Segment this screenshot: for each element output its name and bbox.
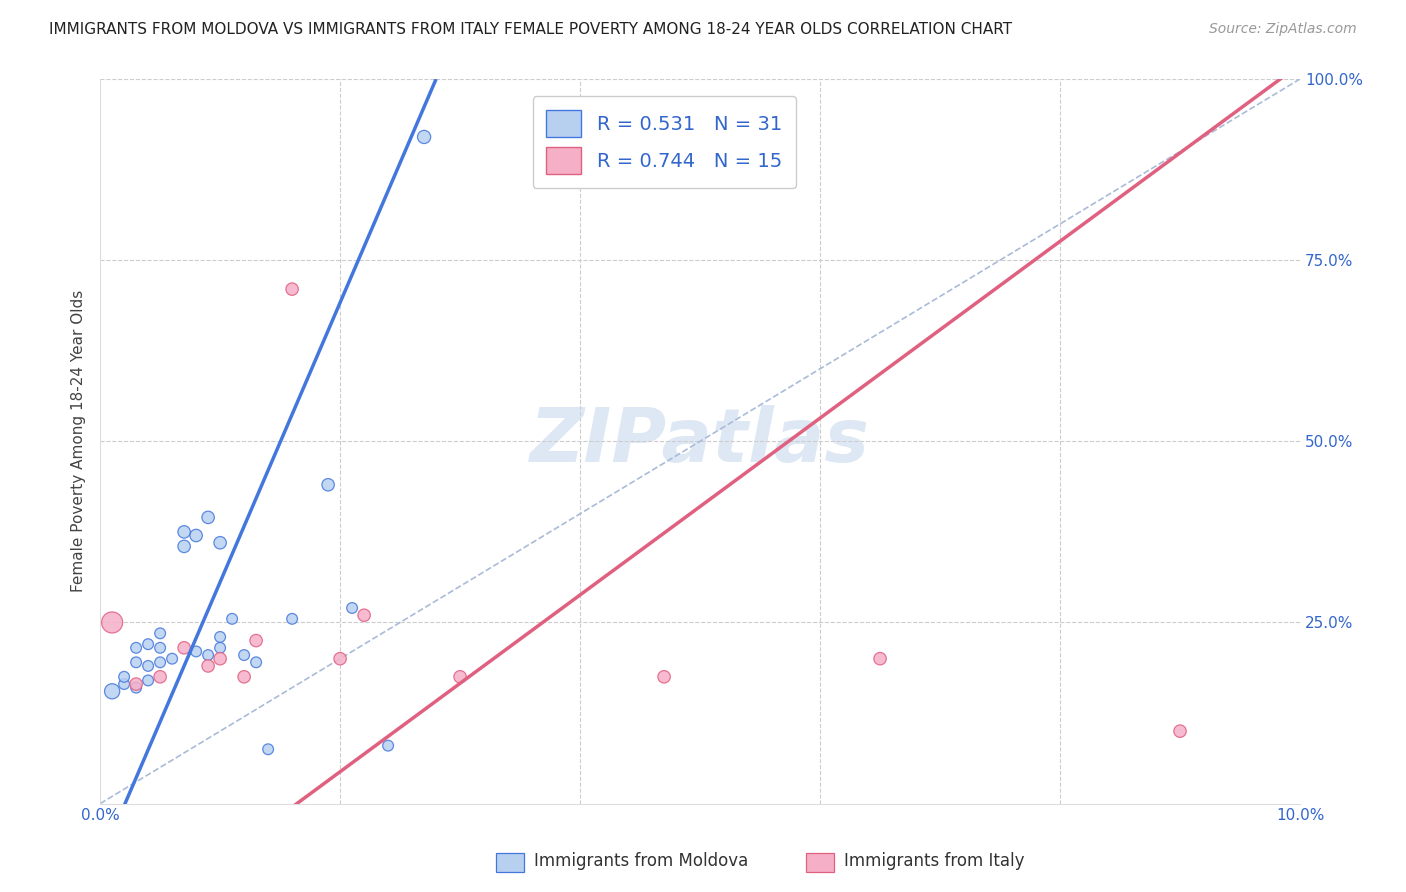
Point bbox=[233, 670, 256, 684]
Text: ZIPatlas: ZIPatlas bbox=[530, 405, 870, 478]
Point bbox=[160, 651, 183, 665]
Point bbox=[257, 742, 280, 756]
Point bbox=[353, 608, 375, 623]
Point bbox=[209, 630, 232, 644]
Point bbox=[281, 612, 304, 626]
Text: Source: ZipAtlas.com: Source: ZipAtlas.com bbox=[1209, 22, 1357, 37]
Point bbox=[125, 640, 148, 655]
Point bbox=[112, 677, 135, 691]
Point bbox=[125, 677, 148, 691]
Point bbox=[449, 670, 471, 684]
Point bbox=[112, 670, 135, 684]
Point bbox=[173, 540, 195, 554]
Point bbox=[245, 656, 267, 670]
Point bbox=[652, 670, 675, 684]
Point bbox=[136, 673, 159, 688]
Point bbox=[149, 640, 172, 655]
Point bbox=[209, 651, 232, 665]
Point bbox=[136, 659, 159, 673]
Point bbox=[245, 633, 267, 648]
Point bbox=[125, 681, 148, 695]
Point bbox=[209, 640, 232, 655]
Point bbox=[316, 477, 339, 491]
Y-axis label: Female Poverty Among 18-24 Year Olds: Female Poverty Among 18-24 Year Olds bbox=[72, 290, 86, 592]
Point bbox=[209, 535, 232, 549]
Point bbox=[101, 684, 124, 698]
Point bbox=[173, 524, 195, 539]
Point bbox=[340, 601, 363, 615]
Point bbox=[377, 739, 399, 753]
Point bbox=[149, 656, 172, 670]
Point bbox=[149, 670, 172, 684]
Point bbox=[149, 626, 172, 640]
Point bbox=[233, 648, 256, 662]
Point bbox=[173, 640, 195, 655]
Point bbox=[184, 644, 207, 658]
Point bbox=[125, 656, 148, 670]
Point bbox=[197, 510, 219, 524]
Point bbox=[329, 651, 352, 665]
Point bbox=[1168, 724, 1191, 739]
Point bbox=[197, 648, 219, 662]
Point bbox=[101, 615, 124, 630]
Point bbox=[197, 659, 219, 673]
Legend: R = 0.531   N = 31, R = 0.744   N = 15: R = 0.531 N = 31, R = 0.744 N = 15 bbox=[533, 96, 796, 188]
Text: Immigrants from Moldova: Immigrants from Moldova bbox=[534, 852, 748, 870]
Point bbox=[136, 637, 159, 651]
Point bbox=[221, 612, 243, 626]
Point bbox=[281, 282, 304, 296]
Point bbox=[413, 130, 436, 145]
Point bbox=[184, 528, 207, 542]
Text: Immigrants from Italy: Immigrants from Italy bbox=[844, 852, 1024, 870]
Text: IMMIGRANTS FROM MOLDOVA VS IMMIGRANTS FROM ITALY FEMALE POVERTY AMONG 18-24 YEAR: IMMIGRANTS FROM MOLDOVA VS IMMIGRANTS FR… bbox=[49, 22, 1012, 37]
Point bbox=[869, 651, 891, 665]
